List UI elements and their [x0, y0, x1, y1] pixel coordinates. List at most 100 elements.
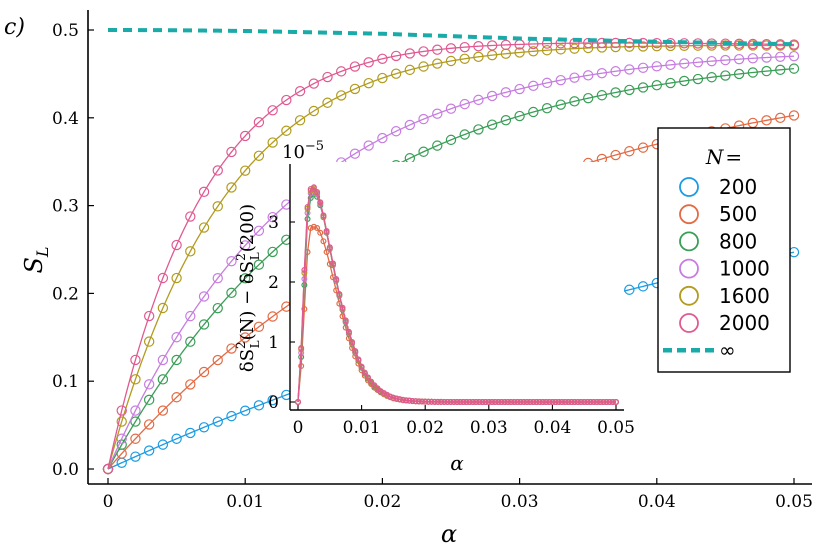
main-marker-1600-32 [541, 45, 553, 56]
main-marker-500-10 [239, 332, 251, 343]
legend-marker-200 [679, 177, 699, 197]
main-marker-1000-11 [253, 225, 265, 236]
inset-marker-2000-53 [463, 399, 470, 406]
inset-y-tick-label-3: 3 [268, 213, 279, 233]
inset-x-ticks: 0 0.01 0.02 0.03 0.04 0.05 [293, 405, 635, 438]
main-marker-1600-17 [336, 90, 347, 101]
inset-marker-2000-93 [590, 399, 597, 406]
legend-marker-1000 [679, 258, 699, 279]
main-y-axis-title-sub: L [33, 246, 52, 258]
inset-marker-2000-7 [317, 199, 324, 206]
main-marker-1000-27 [473, 94, 484, 106]
main-marker-1000-10 [239, 240, 251, 251]
inset-x-tick-label-5: 0.05 [597, 418, 635, 438]
main-marker-1000-19 [363, 140, 374, 151]
main-marker-1000-8 [212, 273, 223, 284]
main-marker-800-5 [171, 354, 182, 366]
main-marker-1000-31 [528, 80, 539, 92]
main-marker-1600-9 [226, 182, 237, 193]
main-marker-1000-43 [692, 57, 704, 68]
main-marker-500-38 [624, 146, 635, 157]
main-marker-500-4 [157, 405, 169, 416]
main-marker-200-7 [198, 422, 210, 433]
main-marker-2000-6 [185, 211, 196, 222]
inset-ylabel-sup1: 2 [234, 341, 248, 349]
main-marker-1600-22 [404, 64, 416, 76]
inset-multiplier-base: 10 [282, 142, 305, 163]
inset-marker-2000-0 [295, 399, 302, 406]
inset-background [290, 162, 624, 410]
inset-x-tick-label-0: 0 [293, 418, 304, 438]
inset-marker-2000-38 [415, 398, 422, 405]
inset-marker-2000-21 [361, 369, 368, 376]
inset-marker-2000-33 [399, 396, 406, 403]
main-marker-2000-17 [336, 66, 347, 77]
inset-ylabel-end: (200) [237, 204, 258, 252]
main-marker-1000-5 [171, 332, 182, 343]
main-marker-500-6 [185, 379, 196, 390]
main-marker-200-12 [267, 394, 278, 406]
inset-marker-2000-75 [533, 399, 540, 406]
inset-marker-2000-69 [514, 399, 521, 406]
inset-marker-500-9 [323, 249, 330, 256]
main-marker-1600-14 [294, 115, 306, 126]
legend-label-500: 500 [719, 202, 757, 226]
main-marker-800-7 [198, 319, 210, 330]
inset-marker-2000-36 [409, 397, 416, 404]
main-marker-800-36 [596, 90, 608, 101]
main-marker-1000-34 [569, 72, 580, 83]
main-marker-500-2 [130, 433, 141, 444]
inset-marker-2000-30 [390, 394, 397, 401]
main-marker-800-30 [514, 110, 525, 122]
main-marker-1000-18 [349, 148, 361, 159]
inset-marker-2000-56 [473, 399, 480, 406]
main-marker-1000-3 [143, 379, 155, 390]
main-marker-800-28 [486, 119, 498, 130]
main-marker-2000-18 [349, 61, 361, 72]
main-marker-1600-34 [569, 43, 580, 54]
main-marker-200-39 [637, 281, 649, 292]
inset-marker-2000-23 [368, 378, 375, 385]
inset-marker-2000-58 [479, 399, 486, 406]
inset-marker-2000-13 [336, 291, 343, 298]
main-marker-2000-21 [390, 50, 402, 62]
main-marker-1000-12 [267, 211, 278, 223]
inset-marker-2000-97 [603, 399, 610, 406]
main-x-tick-label-3: 0.03 [501, 492, 539, 512]
inset-marker-500-4 [307, 225, 314, 232]
inset-marker-2000-60 [485, 399, 492, 406]
inset-marker-2000-35 [406, 397, 413, 404]
inset-marker-2000-18 [352, 348, 359, 355]
inset-marker-2000-24 [371, 382, 378, 389]
main-marker-2000-7 [198, 186, 210, 198]
main-marker-800-46 [733, 68, 745, 80]
main-marker-800-12 [267, 246, 278, 258]
main-marker-2000-3 [143, 310, 155, 322]
main-marker-1000-25 [445, 103, 457, 114]
inset-marker-2000-76 [536, 399, 543, 406]
inset-marker-2000-79 [546, 399, 553, 406]
main-y-tick-label-4: 0.4 [52, 109, 79, 129]
main-marker-500-11 [253, 321, 265, 332]
inset-marker-2000-1 [298, 345, 305, 352]
inset-marker-500-5 [310, 223, 317, 230]
inset-marker-2000-10 [326, 244, 333, 251]
inset-marker-2000-45 [438, 398, 445, 405]
main-marker-200-4 [157, 439, 169, 450]
main-y-axis-title: SL [20, 246, 52, 273]
main-marker-1600-20 [377, 72, 388, 84]
main-marker-1000-46 [733, 53, 745, 65]
main-marker-1600-13 [281, 125, 292, 136]
inset-marker-2000-86 [568, 399, 575, 406]
inset-marker-2000-85 [565, 399, 572, 406]
main-marker-1600-5 [171, 272, 182, 284]
main-marker-1000-37 [610, 66, 621, 77]
main-marker-1000-35 [583, 70, 594, 81]
main-marker-1600-2 [130, 374, 141, 385]
main-marker-500-9 [226, 343, 237, 354]
main-marker-2000-36 [596, 37, 608, 49]
main-marker-800-41 [665, 77, 676, 89]
main-marker-200-2 [130, 451, 141, 462]
